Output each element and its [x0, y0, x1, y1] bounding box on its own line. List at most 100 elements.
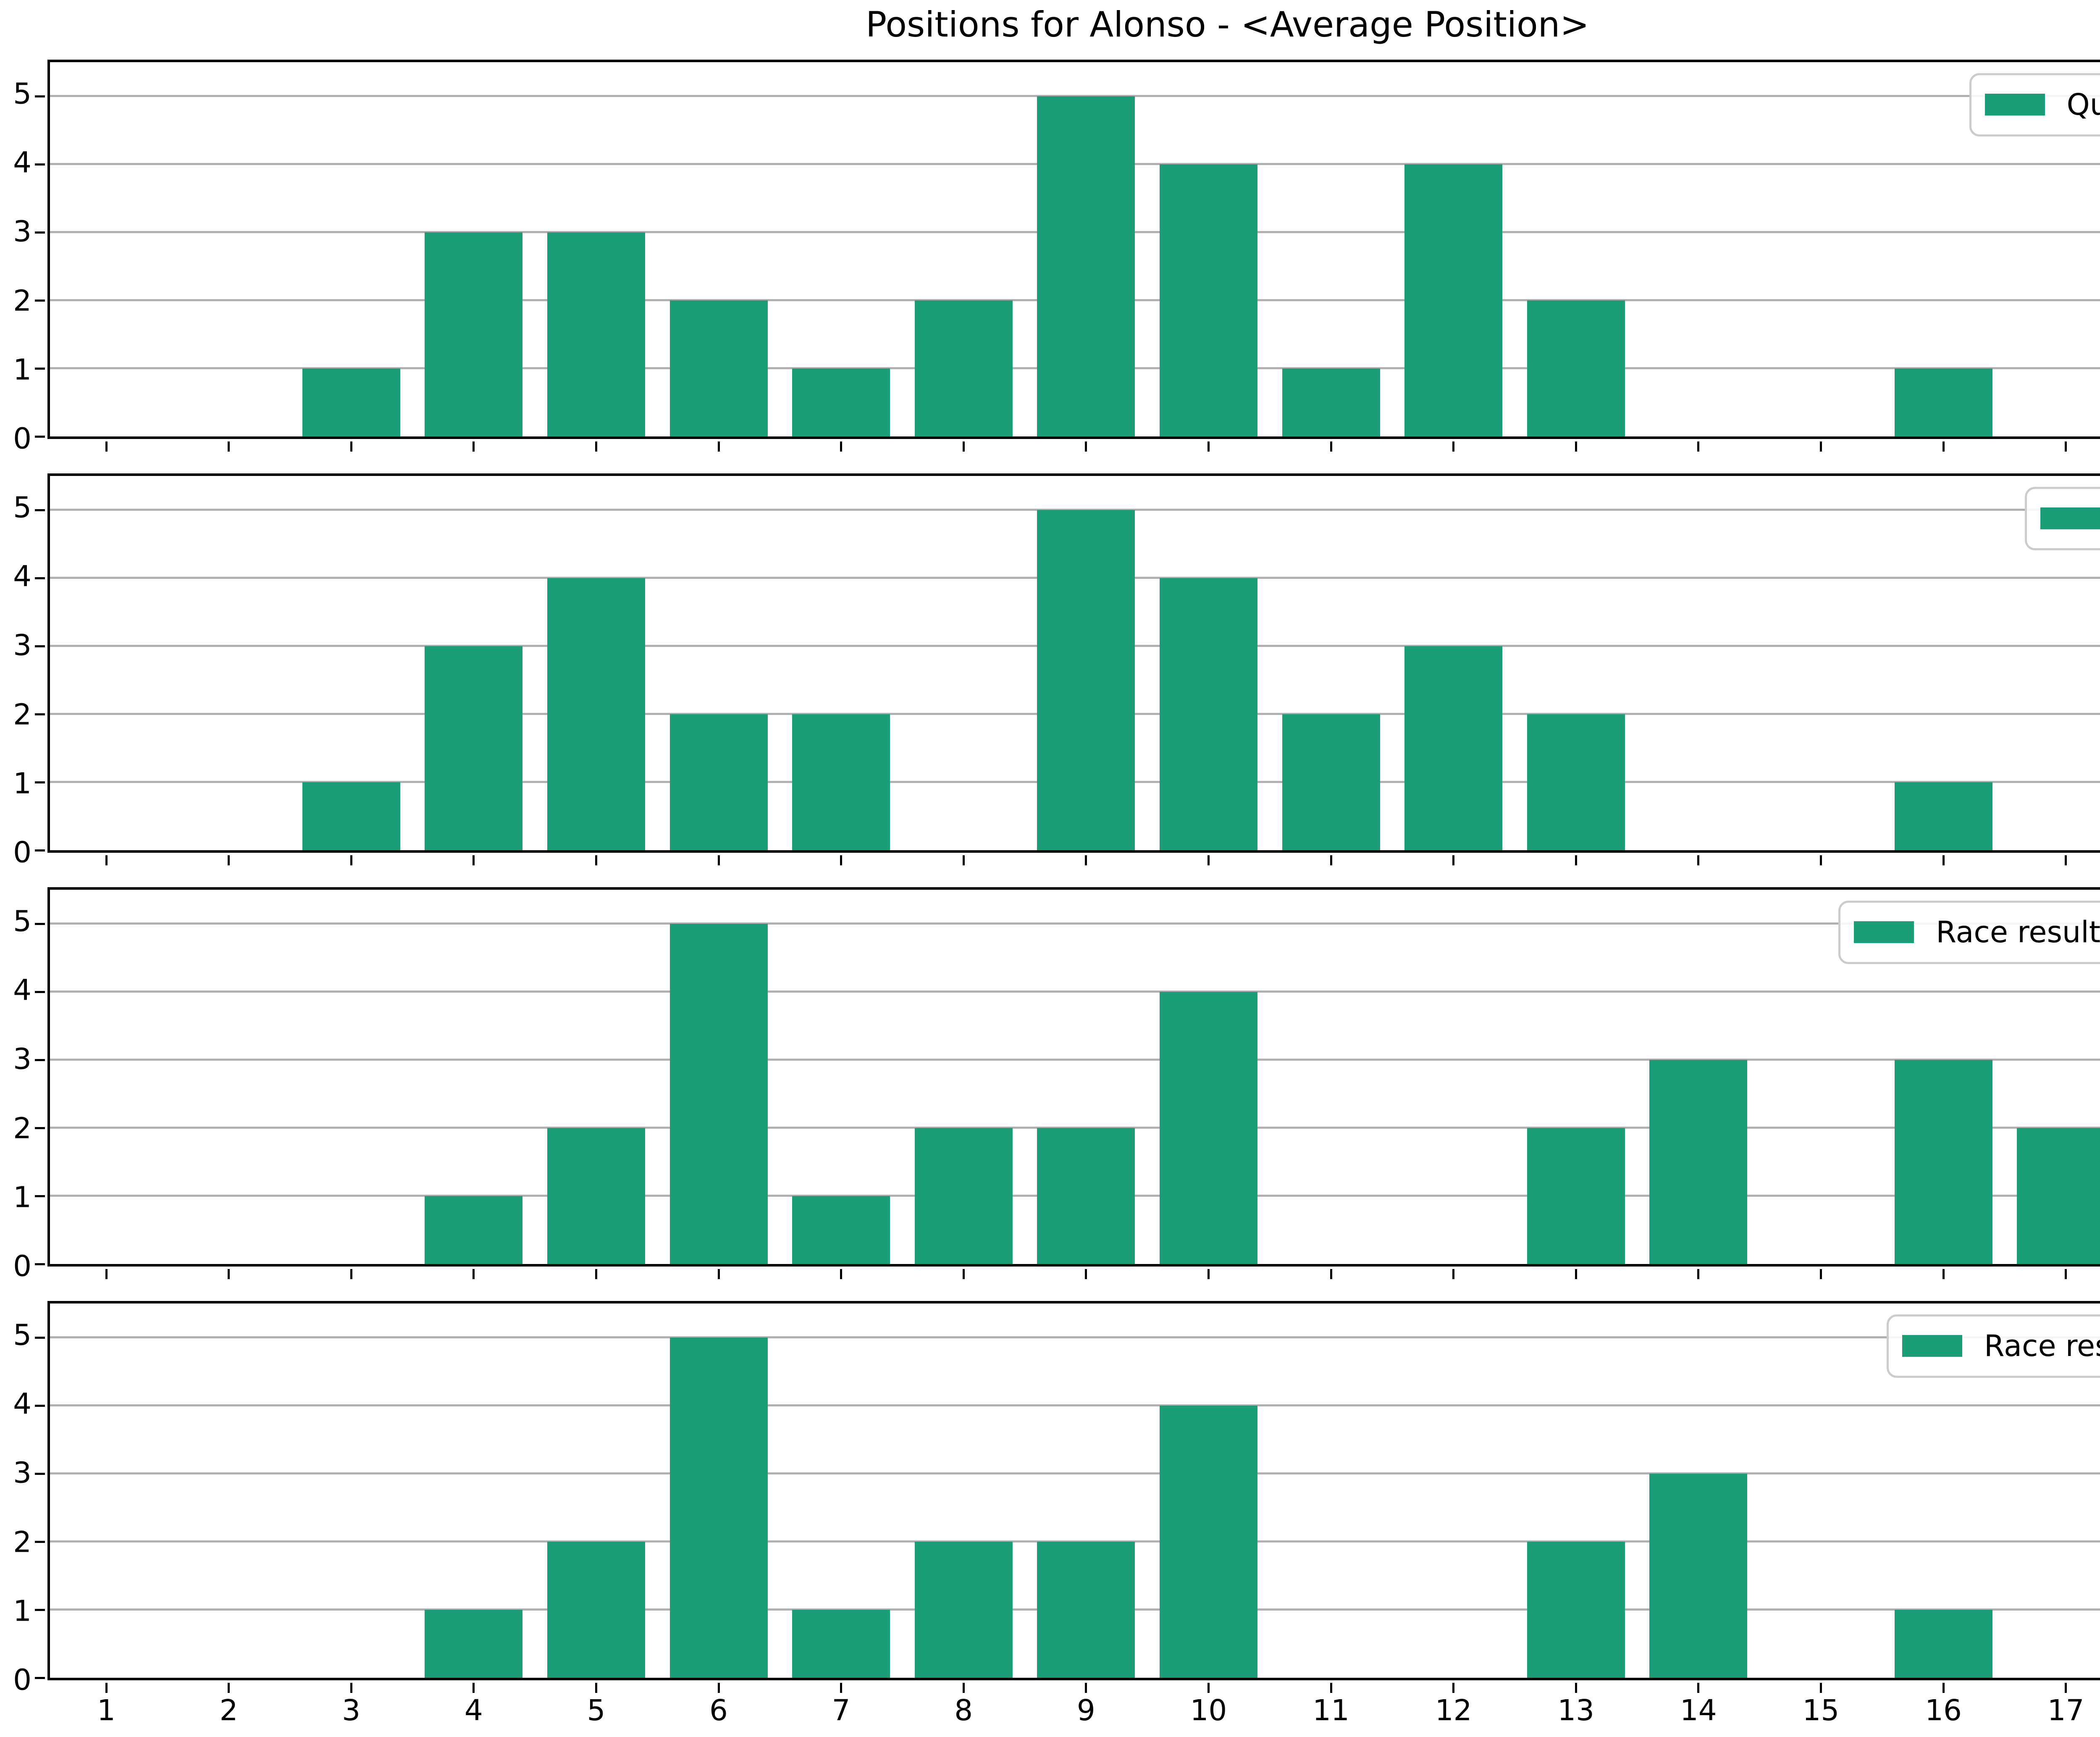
bar-x4 [425, 232, 523, 436]
x-tick-label: 9 [1076, 1694, 1095, 1727]
bar-x7 [792, 368, 890, 436]
bar-x11 [1282, 368, 1380, 436]
bar-x9 [1037, 1128, 1135, 1264]
x-tick-15 [1819, 441, 1822, 452]
x-tick-label: 8 [954, 1694, 973, 1727]
y-tick-1 [35, 781, 45, 783]
bar-x4 [425, 646, 523, 850]
x-tick-17 [2065, 1269, 2067, 1279]
x-tick-15 [1819, 1683, 1822, 1693]
legend: Grid positions - 9.89 [2025, 487, 2100, 550]
gridline-y5 [50, 509, 2100, 511]
x-tick-16 [1942, 1683, 1945, 1693]
x-tick-17 [2065, 1683, 2067, 1693]
x-tick-12 [1452, 855, 1455, 865]
y-tick-4 [35, 577, 45, 579]
bar-x8 [914, 300, 1013, 436]
bar-x16 [1894, 1060, 1992, 1264]
y-tick-4 [35, 991, 45, 993]
bar-x17 [2017, 1128, 2100, 1264]
legend-swatch-icon [1984, 94, 2045, 116]
x-tick-8 [962, 1683, 965, 1693]
x-tick-13 [1575, 855, 1577, 865]
subplot-race-results-with-dnf [35, 1301, 2100, 1693]
y-tick-5 [35, 922, 45, 925]
bar-x6 [669, 924, 768, 1264]
x-tick-4 [472, 855, 475, 865]
bar-x16 [1894, 368, 1992, 436]
x-tick-11 [1330, 1683, 1332, 1693]
x-tick-5 [595, 441, 597, 452]
y-tick-label: 0 [13, 836, 32, 870]
bar-x5 [547, 232, 645, 436]
x-tick-7 [840, 1269, 843, 1279]
bar-x10 [1159, 578, 1257, 850]
bar-x10 [1159, 992, 1257, 1264]
x-tick-14 [1697, 441, 1700, 452]
y-tick-1 [35, 1195, 45, 1197]
x-tick-7 [840, 441, 843, 452]
x-tick-6 [717, 441, 720, 452]
bar-x10 [1159, 164, 1257, 436]
x-tick-12 [1452, 441, 1455, 452]
x-tick-2 [228, 1269, 230, 1279]
y-tick-label: 2 [13, 284, 32, 318]
gridline-y4 [50, 1404, 2100, 1406]
x-tick-7 [840, 1683, 843, 1693]
bar-x8 [914, 1128, 1013, 1264]
x-tick-8 [962, 1269, 965, 1279]
x-tick-7 [840, 855, 843, 865]
x-tick-6 [717, 1683, 720, 1693]
x-tick-3 [350, 441, 352, 452]
y-tick-label: 0 [13, 1663, 32, 1697]
legend: Race results with DNF - 12.54 [1886, 1314, 2100, 1378]
y-tick-3 [35, 1472, 45, 1475]
bar-x4 [425, 1196, 523, 1264]
x-tick-11 [1330, 1269, 1332, 1279]
y-tick-1 [35, 1608, 45, 1611]
bar-x12 [1404, 164, 1503, 436]
y-tick-5 [35, 509, 45, 511]
y-tick-label: 5 [13, 904, 32, 938]
x-tick-8 [962, 441, 965, 452]
y-tick-label: 0 [13, 422, 32, 456]
y-tick-3 [35, 1059, 45, 1061]
x-tick-14 [1697, 1683, 1700, 1693]
subplot-grid-positions [35, 473, 2100, 865]
y-tick-2 [35, 1127, 45, 1129]
y-tick-label: 5 [13, 77, 32, 111]
bar-x11 [1282, 714, 1380, 850]
y-tick-label: 5 [13, 1318, 32, 1352]
x-tick-11 [1330, 855, 1332, 865]
bar-x16 [1894, 1610, 1992, 1678]
x-tick-10 [1207, 441, 1210, 452]
bar-x7 [792, 1610, 890, 1678]
bar-x14 [1649, 1060, 1748, 1264]
x-tick-12 [1452, 1269, 1455, 1279]
legend-swatch-icon [1902, 1335, 1962, 1357]
y-tick-0 [35, 1677, 45, 1679]
bar-x3 [302, 368, 400, 436]
bar-x13 [1527, 714, 1625, 850]
bar-x13 [1527, 1542, 1625, 1678]
y-tick-2 [35, 713, 45, 715]
gridline-y2 [50, 1127, 2100, 1129]
y-tick-label: 4 [13, 973, 32, 1007]
x-tick-1 [105, 1683, 108, 1693]
x-tick-label: 15 [1802, 1694, 1840, 1727]
bar-x13 [1527, 300, 1625, 436]
y-tick-label: 0 [13, 1249, 32, 1283]
x-tick-10 [1207, 1683, 1210, 1693]
x-tick-label: 6 [709, 1694, 728, 1727]
bar-x14 [1649, 1474, 1748, 1678]
legend-swatch-icon [1854, 921, 1914, 943]
gridline-y2 [50, 1540, 2100, 1543]
y-tick-label: 1 [13, 1594, 32, 1628]
bar-x9 [1037, 1542, 1135, 1678]
x-tick-9 [1085, 855, 1087, 865]
x-tick-14 [1697, 855, 1700, 865]
bar-x6 [669, 1338, 768, 1678]
legend: Qualifying times - 10.04 [1969, 73, 2100, 137]
x-tick-5 [595, 855, 597, 865]
x-tick-1 [105, 855, 108, 865]
